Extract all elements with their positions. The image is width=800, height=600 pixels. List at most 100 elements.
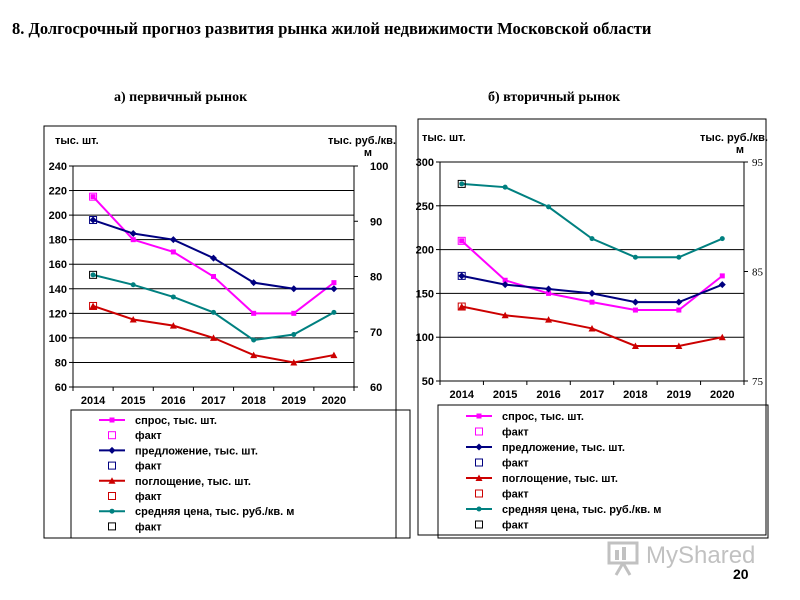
watermark-text: MyShared [646,542,756,569]
legend-fact-swatch [475,520,483,529]
series-line [461,274,723,304]
data-point [459,238,465,244]
x-tick-label: 2014 [81,395,106,407]
data-point [129,230,137,238]
legend-fact-swatch [475,489,483,498]
right-axis-unit-m: м [736,144,744,156]
x-tick-label: 2020 [322,395,346,407]
y-right-tick-label: 75 [752,376,764,388]
fact-marker [457,302,466,311]
data-point [501,311,509,319]
y-right-tick-label: 70 [370,327,382,339]
legend-fact-swatch [108,431,116,440]
series-line [461,182,723,259]
data-point [588,324,596,332]
legend-label: предложение, тыс. шт. [502,442,625,454]
y-left-tick-label: 140 [49,284,67,296]
legend-fact-swatch [475,458,483,467]
data-point [129,315,137,323]
legend-fact-label: факт [502,458,529,470]
x-tick-label: 2017 [201,395,225,407]
right-axis-unit-m: м [364,147,372,159]
y-left-tick-label: 60 [55,382,67,394]
fact-marker [457,179,466,188]
y-left-tick-label: 200 [416,245,434,257]
y-left-tick-label: 120 [49,308,67,320]
data-point [632,254,638,260]
data-point [546,290,552,296]
y-left-tick-label: 80 [55,357,67,369]
data-point [589,236,595,242]
legend-marker [109,508,115,514]
slide-title: 8. Долгосрочный прогноз развития рынка ж… [12,19,652,38]
legend-fact-label: факт [502,489,529,501]
data-point [331,280,337,286]
data-point [291,310,297,316]
data-point [290,285,298,293]
right-axis-unit: тыс. руб./кв. [700,132,768,144]
x-tick-label: 2019 [282,395,306,407]
data-point [718,333,726,341]
x-tick-label: 2014 [449,389,474,401]
legend-fact-swatch [108,461,116,470]
left-axis-unit: тыс. шт. [422,132,466,144]
y-left-tick-label: 250 [416,201,434,213]
legend-label: спрос, тыс. шт. [502,411,584,423]
data-point [211,309,216,315]
data-point [331,309,337,315]
data-point [631,342,639,349]
legend-label: предложение, тыс. шт. [135,445,258,457]
page-number: 20 [733,566,749,582]
legend-fact-label: факт [502,520,529,532]
legend-label: средняя цена, тыс. руб./кв. м [135,506,294,518]
y-right-tick-label: 90 [370,216,382,228]
data-point [676,307,682,313]
y-right-tick-label: 95 [752,157,764,169]
data-point [719,273,725,279]
y-right-tick-label: 60 [370,382,382,394]
data-point [251,310,257,316]
data-point [290,358,298,366]
data-point [330,351,338,359]
x-tick-label: 2015 [121,395,145,407]
data-point [170,294,176,300]
y-left-tick-label: 100 [49,333,67,345]
legend-fact-swatch [108,492,116,500]
data-point [675,342,683,349]
data-point [250,279,258,287]
watermark-logo: MyShared [606,537,756,577]
legend-marker [475,443,483,451]
fact-marker [89,216,98,225]
data-point [719,236,725,242]
y-right-tick-label: 100 [370,161,388,173]
data-point [170,249,176,255]
data-point [90,272,96,278]
data-point [169,236,177,244]
x-tick-label: 2016 [161,395,185,407]
data-point [169,322,177,329]
chart-a-subtitle: а) первичный рынок [114,90,248,105]
y-right-tick-label: 80 [370,272,382,284]
data-point [211,274,216,279]
x-tick-label: 2020 [710,389,734,401]
data-point [210,334,217,341]
data-point [545,316,553,323]
data-point [130,282,136,288]
chart-frame [417,118,767,536]
data-point [458,303,466,310]
legend-label: средняя цена, тыс. руб./кв. м [502,504,661,516]
x-tick-label: 2016 [536,389,560,401]
legend-marker [108,446,116,454]
legend-marker [476,413,482,419]
legend-fact-label: факт [135,521,162,533]
legend-label: поглощение, тыс. шт. [135,476,251,488]
y-left-tick-label: 180 [49,235,67,247]
data-point [676,254,682,260]
data-point [251,337,257,343]
chart-b-subtitle: б) вторичный рынок [488,90,621,105]
data-point [90,194,96,200]
data-point [291,332,297,338]
legend-fact-swatch [475,427,483,436]
